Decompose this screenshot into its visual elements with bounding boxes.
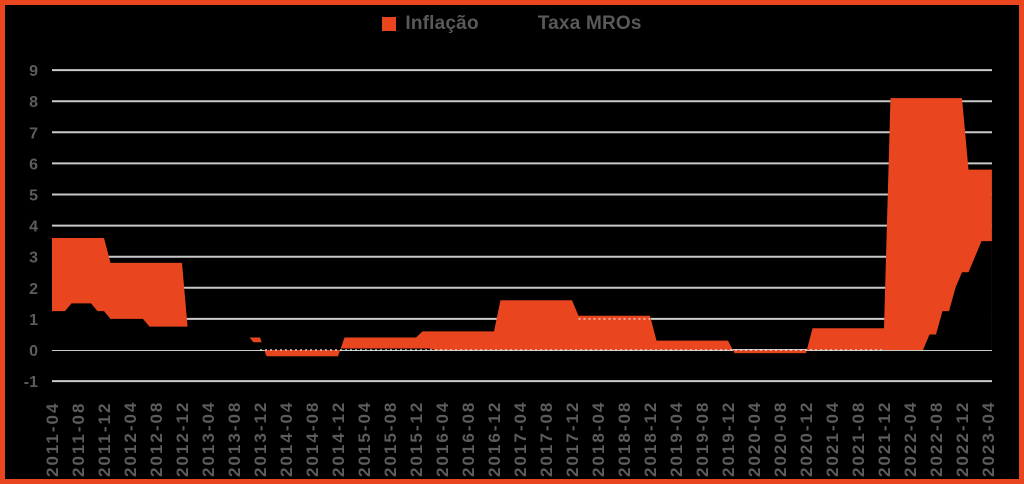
taxa-mros-area [52, 241, 992, 350]
x-axis-label: 2011-04 [43, 402, 62, 477]
x-axis-label: 2011-08 [69, 402, 88, 477]
y-axis-label: 0 [29, 343, 38, 360]
x-axis-label: 2021-04 [823, 401, 842, 477]
x-axis-label: 2021-12 [875, 401, 894, 477]
y-axis-label: 2 [29, 281, 38, 298]
y-axis-label: 5 [29, 188, 38, 205]
x-axis-label: 2014-08 [303, 401, 322, 477]
x-axis-label: 2013-08 [225, 401, 244, 477]
x-axis-label: 2018-12 [641, 401, 660, 477]
x-axis-label: 2014-04 [277, 401, 296, 477]
x-axis-label: 2019-12 [719, 401, 738, 477]
x-axis-label: 2014-12 [329, 401, 348, 477]
x-axis-label: 2022-12 [953, 401, 972, 477]
x-axis-label: 2019-04 [667, 401, 686, 477]
x-axis-label: 2015-12 [407, 401, 426, 477]
x-axis-label: 2020-04 [745, 401, 764, 477]
x-axis-label: 2016-08 [459, 401, 478, 477]
x-axis-label: 2018-04 [589, 401, 608, 477]
x-axis-label: 2022-04 [901, 401, 920, 477]
x-axis-label: 2017-08 [537, 401, 556, 477]
x-axis-label: 2016-04 [433, 401, 452, 477]
x-axis-label: 2012-04 [121, 401, 140, 477]
x-axis-label: 2018-08 [615, 401, 634, 477]
x-axis-label: 2012-12 [173, 401, 192, 477]
y-axis-label: 8 [29, 94, 38, 111]
x-axis-label: 2020-08 [771, 401, 790, 477]
x-axis-label: 2017-12 [563, 401, 582, 477]
x-axis-label: 2011-12 [95, 402, 114, 477]
x-axis-label: 2019-08 [693, 401, 712, 477]
x-axis-label: 2020-12 [797, 401, 816, 477]
y-axis-label: 9 [29, 63, 38, 80]
x-axis-label: 2013-12 [251, 401, 270, 477]
y-axis-label: 1 [29, 312, 38, 329]
x-axis-label: 2013-04 [199, 401, 218, 477]
y-axis-label: 7 [29, 125, 38, 142]
y-axis-label: 4 [29, 219, 38, 236]
x-axis-label: 2016-12 [485, 401, 504, 477]
x-axis-label: 2012-08 [147, 401, 166, 477]
x-axis-label: 2021-08 [849, 401, 868, 477]
x-axis-label: 2015-08 [381, 401, 400, 477]
x-axis-label: 2015-04 [355, 401, 374, 477]
x-axis-label: 2022-08 [927, 401, 946, 477]
x-axis-label: 2023-04 [979, 401, 998, 477]
x-axis-label: 2017-04 [511, 401, 530, 477]
y-axis-label: 6 [29, 156, 38, 173]
y-axis-label: -1 [24, 374, 38, 391]
y-axis-label: 3 [29, 250, 38, 267]
